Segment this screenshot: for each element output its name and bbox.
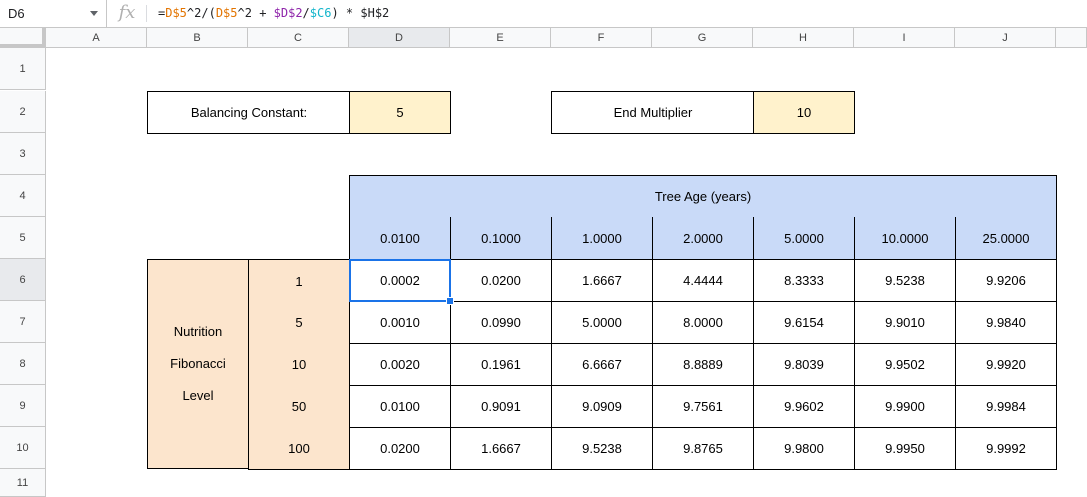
value-cell[interactable]: 4.4444 xyxy=(652,259,754,302)
nutrition-level-label[interactable]: Nutrition Fibonacci Level xyxy=(147,259,249,469)
value-cell[interactable]: 8.0000 xyxy=(652,301,754,344)
formula-divider xyxy=(146,5,147,22)
select-all-corner[interactable] xyxy=(0,28,46,48)
column-header-f[interactable]: F xyxy=(551,28,652,48)
row-header-11[interactable]: 11 xyxy=(0,469,46,497)
value-cell[interactable]: 9.9502 xyxy=(854,343,956,386)
column-header-h[interactable]: H xyxy=(753,28,854,48)
row-header-8[interactable]: 8 xyxy=(0,343,46,385)
value-cell[interactable]: 5.0000 xyxy=(551,301,653,344)
age-header-cell[interactable]: 0.0100 xyxy=(349,217,451,260)
age-header-cell[interactable]: 2.0000 xyxy=(652,217,754,260)
side-label-line: Nutrition xyxy=(173,324,223,339)
value-cell[interactable]: 9.9602 xyxy=(753,385,855,428)
end-multiplier-value[interactable]: 10 xyxy=(753,91,855,134)
value-cell[interactable]: 9.6154 xyxy=(753,301,855,344)
fill-handle[interactable] xyxy=(446,297,454,305)
value-cell[interactable]: 1.6667 xyxy=(450,427,552,470)
value-cell[interactable]: 0.0010 xyxy=(349,301,451,344)
side-label-line: Fibonacci xyxy=(170,356,226,371)
value-cell[interactable]: 9.9992 xyxy=(955,427,1057,470)
value-cell[interactable]: 9.8765 xyxy=(652,427,754,470)
formula-bar: D6 fx =D$5^2/(D$5^2 + $D$2/$C6) * $H$2 xyxy=(0,0,1087,28)
nutrition-level-cell[interactable]: 10 xyxy=(248,343,350,386)
value-cell[interactable]: 6.6667 xyxy=(551,343,653,386)
balancing-constant-label[interactable]: Balancing Constant: xyxy=(147,91,351,134)
row-header-6[interactable]: 6 xyxy=(0,259,46,301)
value-cell[interactable]: 9.5238 xyxy=(854,259,956,302)
row-header-4[interactable]: 4 xyxy=(0,175,46,217)
value-cell[interactable]: 0.1961 xyxy=(450,343,552,386)
column-header-b[interactable]: B xyxy=(147,28,248,48)
value-cell[interactable]: 8.3333 xyxy=(753,259,855,302)
value-cell[interactable]: 0.0020 xyxy=(349,343,451,386)
value-cell[interactable]: 9.9900 xyxy=(854,385,956,428)
nutrition-level-cell[interactable]: 1 xyxy=(248,259,350,302)
value-cell[interactable]: 0.9091 xyxy=(450,385,552,428)
name-box[interactable]: D6 xyxy=(0,0,107,27)
age-header-cell[interactable]: 0.1000 xyxy=(450,217,552,260)
age-header-cell[interactable]: 10.0000 xyxy=(854,217,956,260)
age-header-cell[interactable]: 1.0000 xyxy=(551,217,653,260)
value-cell[interactable]: 0.0990 xyxy=(450,301,552,344)
age-header-cell[interactable]: 5.0000 xyxy=(753,217,855,260)
fx-icon: fx xyxy=(118,2,136,23)
value-cell[interactable]: 8.8889 xyxy=(652,343,754,386)
value-cell[interactable]: 9.5238 xyxy=(551,427,653,470)
row-header-2[interactable]: 2 xyxy=(0,91,46,133)
value-cell[interactable]: 9.0909 xyxy=(551,385,653,428)
value-cell[interactable]: 9.9950 xyxy=(854,427,956,470)
value-cell[interactable]: 0.0100 xyxy=(349,385,451,428)
column-header-g[interactable]: G xyxy=(652,28,753,48)
active-cell-selection xyxy=(349,259,451,302)
column-header-d[interactable]: D xyxy=(349,28,450,48)
value-cell[interactable]: 9.9800 xyxy=(753,427,855,470)
value-cell[interactable]: 9.9206 xyxy=(955,259,1057,302)
end-multiplier-label[interactable]: End Multiplier xyxy=(551,91,755,134)
row-header-9[interactable]: 9 xyxy=(0,385,46,427)
column-header-j[interactable]: J xyxy=(955,28,1056,48)
row-header-7[interactable]: 7 xyxy=(0,301,46,343)
nutrition-level-cell[interactable]: 5 xyxy=(248,301,350,344)
chevron-down-icon[interactable] xyxy=(90,11,98,16)
formula-input[interactable]: =D$5^2/(D$5^2 + $D$2/$C6) * $H$2 xyxy=(158,6,390,20)
value-cell[interactable]: 9.7561 xyxy=(652,385,754,428)
value-cell[interactable]: 0.0200 xyxy=(450,259,552,302)
nutrition-level-cell[interactable]: 100 xyxy=(248,427,350,470)
side-label-line: Level xyxy=(182,388,214,403)
value-cell[interactable]: 9.9984 xyxy=(955,385,1057,428)
age-header-cell[interactable]: 25.0000 xyxy=(955,217,1057,260)
row-header-1[interactable]: 1 xyxy=(0,48,46,90)
row-header-5[interactable]: 5 xyxy=(0,217,46,259)
tree-age-header[interactable]: Tree Age (years) xyxy=(349,175,1057,218)
value-cell[interactable]: 9.9010 xyxy=(854,301,956,344)
value-cell[interactable]: 9.9840 xyxy=(955,301,1057,344)
value-cell[interactable]: 9.9920 xyxy=(955,343,1057,386)
column-header-c[interactable]: C xyxy=(248,28,349,48)
value-cell[interactable]: 9.8039 xyxy=(753,343,855,386)
cell-reference: D6 xyxy=(8,6,25,21)
row-header-10[interactable]: 10 xyxy=(0,427,46,469)
value-cell[interactable]: 1.6667 xyxy=(551,259,653,302)
balancing-constant-value[interactable]: 5 xyxy=(349,91,451,134)
value-cell[interactable]: 0.0200 xyxy=(349,427,451,470)
row-header-3[interactable]: 3 xyxy=(0,133,46,175)
column-header-e[interactable]: E xyxy=(450,28,551,48)
nutrition-level-cell[interactable]: 50 xyxy=(248,385,350,428)
column-header-i[interactable]: I xyxy=(854,28,955,48)
column-header-overflow[interactable] xyxy=(1056,28,1087,48)
column-header-a[interactable]: A xyxy=(46,28,147,48)
